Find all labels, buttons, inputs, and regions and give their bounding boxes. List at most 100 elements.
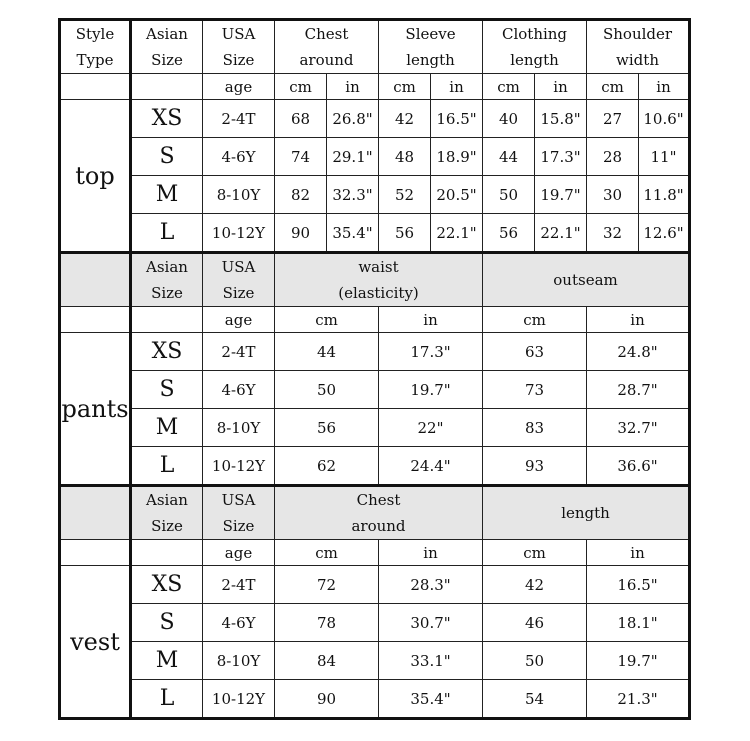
value-cell: 28.3" (378, 565, 484, 604)
blank-cell (59, 251, 132, 307)
header-cell: Sleeve length (378, 18, 484, 74)
header-line: Type (76, 51, 114, 69)
header-row: Style Type Asian Size USA Size Chest around Slee… (59, 18, 691, 74)
size-cell: S (130, 137, 203, 176)
value-cell: 32.3" (325, 175, 380, 214)
header-line: length (561, 504, 610, 522)
value-cell: 35.4" (325, 213, 380, 253)
value-cell: 44 (273, 332, 380, 371)
data-row: M 8-10Y 56 22" 83 32.7" (60, 408, 691, 447)
header-line: waist (358, 258, 399, 276)
style-type: top (59, 99, 132, 253)
data-row: S 4-6Y 78 30.7" 46 18.1" (60, 603, 691, 642)
value-cell: 72 (273, 565, 380, 604)
data-row: L 10-12Y 62 24.4" 93 36.6" (60, 446, 691, 486)
data-row: L 10-12Y 90 35.4" 54 21.3" (60, 679, 691, 719)
size-cell: M (130, 408, 203, 447)
value-cell: 52 (378, 175, 432, 214)
value-cell: 50 (273, 370, 380, 409)
value-cell: 22" (378, 408, 484, 447)
value-cell: 32 (586, 213, 640, 253)
header-line: Shoulder (602, 25, 673, 43)
value-cell: 50 (482, 175, 536, 214)
unit-cell: cm (482, 73, 536, 100)
age-cell: 2-4T (202, 99, 275, 138)
value-cell: 24.8" (586, 332, 691, 371)
age-cell: 10-12Y (202, 679, 275, 719)
data-row: M 8-10Y 84 33.1" 50 19.7" (60, 641, 691, 680)
header-line: Style (75, 25, 115, 43)
blank-cell (130, 539, 203, 566)
blank-cell (59, 73, 132, 100)
value-cell: 22.1" (534, 213, 588, 253)
value-cell: 30.7" (378, 603, 484, 642)
value-cell: 42 (378, 99, 432, 138)
unit-cell: in (378, 306, 484, 333)
header-cell: USA Size (202, 18, 275, 74)
data-row: top XS 2-4T 68 26.8" 42 16.5" 40 15.8" 27 10.6" (59, 99, 691, 253)
value-cell: 18.9" (430, 137, 484, 176)
header-line: USA (221, 258, 256, 276)
header-cell: waist (elasticity) (273, 251, 484, 307)
header-cell: outseam (482, 251, 691, 307)
value-cell: 68 (274, 99, 327, 138)
value-cell: 44 (482, 137, 536, 176)
unit-row: age cm in cm in (59, 306, 691, 333)
value-cell: 17.3" (534, 137, 588, 176)
header-line: around (299, 51, 354, 69)
value-cell: 26.8" (325, 99, 380, 138)
header-cell: length (482, 484, 691, 540)
header-line: around (351, 517, 406, 535)
value-cell: 36.6" (586, 446, 691, 486)
value-cell: 42 (482, 565, 588, 604)
value-cell: 56 (378, 213, 432, 253)
value-cell: 82 (274, 175, 327, 214)
value-cell: 19.7" (378, 370, 484, 409)
value-cell: 73 (482, 370, 588, 409)
value-cell: 74 (274, 137, 327, 176)
value-cell: 16.5" (586, 565, 691, 604)
size-cell: M (130, 641, 203, 680)
unit-cell: in (586, 306, 691, 333)
blank-cell (59, 484, 132, 540)
value-cell: 17.3" (378, 332, 484, 371)
header-line: Chest (356, 491, 401, 509)
value-cell: 33.1" (378, 641, 484, 680)
data-row: S 4-6Y 74 29.1" 48 18.9" 44 17.3" 28 11" (60, 137, 691, 176)
header-line: Size (151, 517, 183, 535)
value-cell: 19.7" (586, 641, 691, 680)
header-line: Size (222, 51, 255, 69)
age-cell: 2-4T (202, 332, 275, 371)
value-cell: 15.8" (534, 99, 588, 138)
value-cell: 19.7" (534, 175, 588, 214)
value-cell: 90 (274, 213, 327, 253)
header-line: Sleeve (405, 25, 456, 43)
blank-cell (59, 306, 132, 333)
table-body: Style Type Asian Size USA Size Chest around Slee… (59, 18, 691, 719)
value-cell: 63 (482, 332, 588, 371)
header-line: Asian (146, 491, 188, 509)
size-cell: XS (130, 565, 203, 604)
header-cell: Clothing length (482, 18, 588, 74)
age-cell: 4-6Y (202, 370, 275, 409)
value-cell: 11" (638, 137, 691, 176)
age-cell: 8-10Y (202, 408, 275, 447)
header-line: Size (222, 284, 255, 302)
data-row: S 4-6Y 50 19.7" 73 28.7" (60, 370, 691, 409)
size-cell: L (130, 213, 203, 253)
unit-cell: cm (586, 73, 640, 100)
value-cell: 93 (482, 446, 588, 486)
value-cell: 40 (482, 99, 536, 138)
header-line: length (406, 51, 455, 69)
value-cell: 20.5" (430, 175, 484, 214)
value-cell: 21.3" (586, 679, 691, 719)
header-line: USA (221, 491, 256, 509)
header-cell: Asian Size (130, 251, 203, 307)
header-cell: Shoulder width (586, 18, 691, 74)
unit-cell: cm (482, 539, 588, 566)
value-cell: 84 (273, 641, 380, 680)
size-table: Style Type Asian Size USA Size Chest around Slee… (58, 18, 692, 720)
unit-cell: in (378, 539, 484, 566)
age-cell: 4-6Y (202, 603, 275, 642)
